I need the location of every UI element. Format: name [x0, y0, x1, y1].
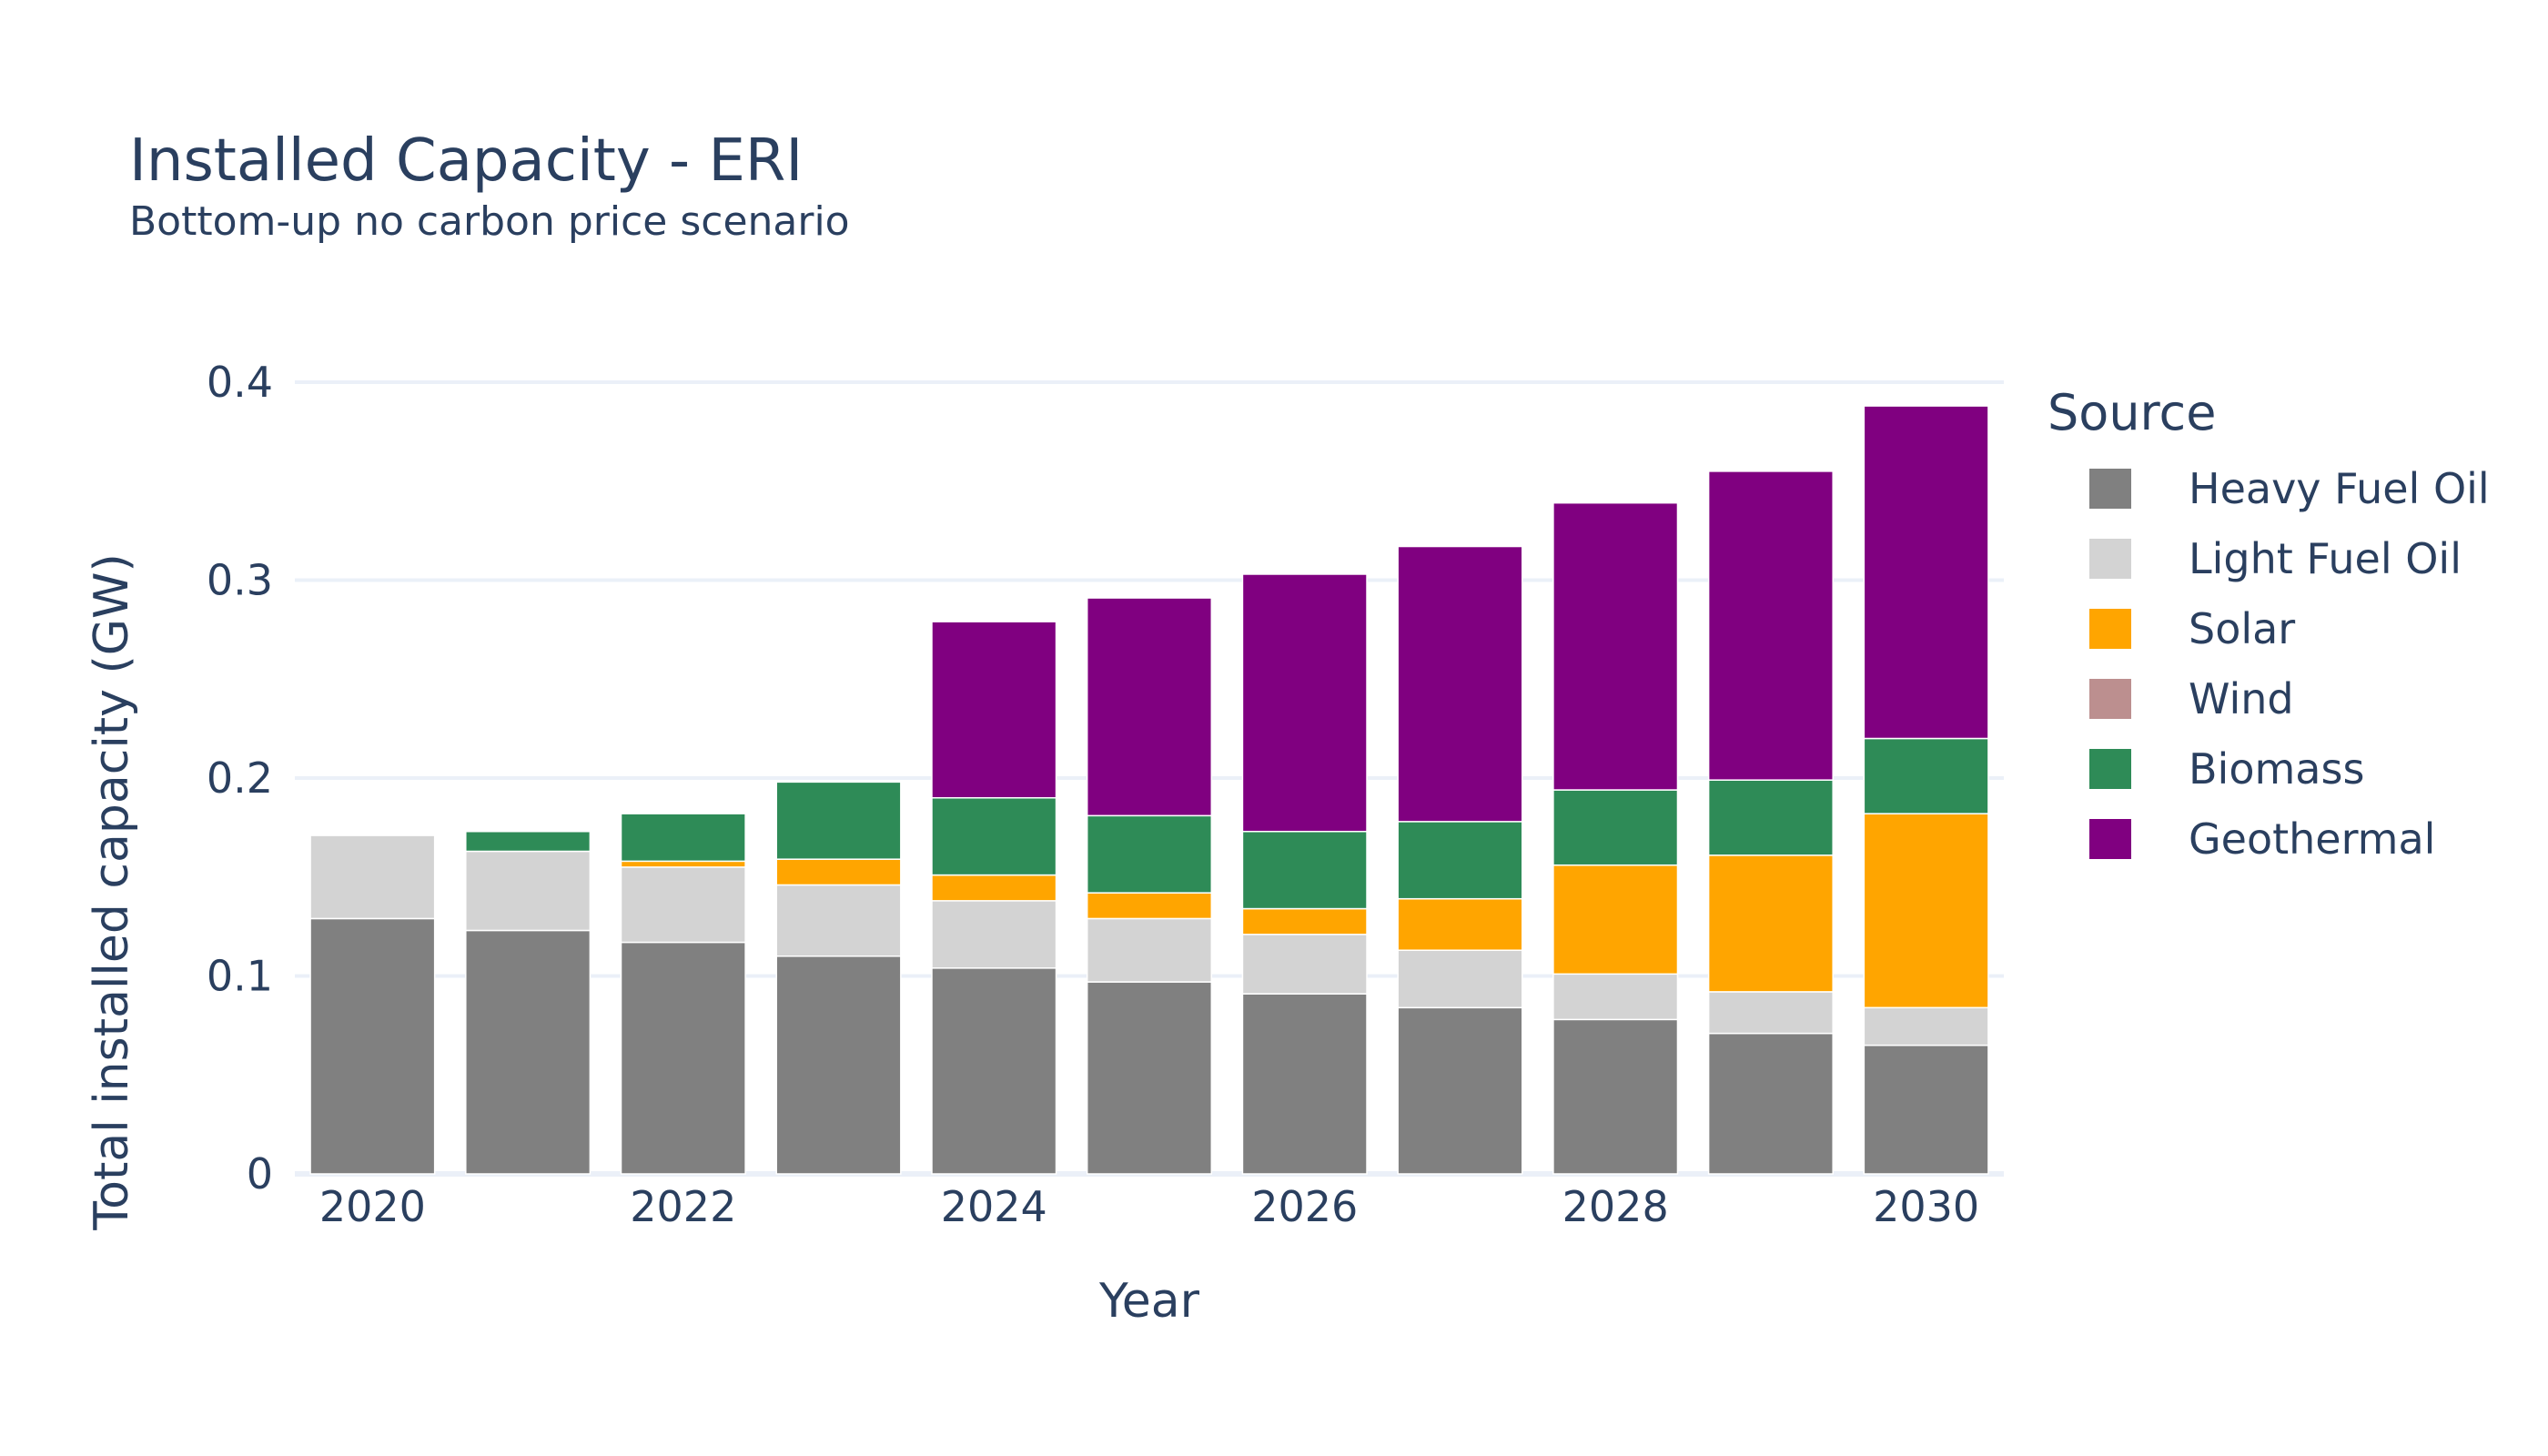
x-tick-label: 2022 [630, 1182, 736, 1231]
legend-label: Light Fuel Oil [2189, 534, 2462, 583]
legend-swatch [2089, 819, 2131, 859]
bars [309, 405, 1989, 1175]
bar-light-fuel-oil-2023 [775, 884, 902, 957]
bar-biomass-2024 [931, 797, 1057, 876]
bar-heavy-fuel-oil-2030 [1863, 1044, 1989, 1175]
legend: Source Heavy Fuel Oil Light Fuel Oil Solar… [2048, 384, 2490, 864]
bar-biomass-2023 [775, 781, 902, 860]
y-tick-label: 0.4 [207, 358, 273, 407]
bar-solar-2023 [775, 858, 902, 886]
bar-light-fuel-oil-2025 [1086, 917, 1213, 983]
bar-solar-2024 [931, 874, 1057, 902]
bar-geothermal-2028 [1552, 501, 1679, 791]
bar-geothermal-2030 [1863, 405, 1989, 740]
y-tick-label: 0.1 [207, 952, 273, 1001]
bar-heavy-fuel-oil-2025 [1086, 981, 1213, 1175]
legend-swatch [2089, 609, 2131, 649]
bar-biomass-2030 [1863, 737, 1989, 814]
x-tick-label: 2024 [941, 1182, 1047, 1231]
bar-geothermal-2024 [931, 621, 1057, 799]
bar-geothermal-2026 [1241, 573, 1368, 833]
legend-label: Wind [2189, 674, 2294, 723]
legend-items: Heavy Fuel Oil Light Fuel Oil Solar Wind Bio… [2089, 464, 2490, 864]
legend-label: Biomass [2189, 744, 2364, 794]
bar-light-fuel-oil-2029 [1707, 991, 1834, 1035]
bar-heavy-fuel-oil-2021 [465, 929, 592, 1175]
x-axis-label: Year [1098, 1274, 1200, 1329]
y-axis-label: Total installed capacity (GW) [85, 553, 139, 1231]
x-tick-label: 2026 [1251, 1182, 1358, 1231]
bar-light-fuel-oil-2021 [465, 850, 592, 932]
bar-biomass-2026 [1241, 830, 1368, 910]
legend-title: Source [2048, 384, 2216, 441]
legend-label: Heavy Fuel Oil [2189, 464, 2490, 513]
bar-heavy-fuel-oil-2024 [931, 967, 1057, 1175]
y-tick-labels: 0 0.1 0.2 0.3 0.4 [207, 358, 273, 1198]
bar-geothermal-2029 [1707, 470, 1834, 781]
bar-biomass-2029 [1707, 779, 1834, 856]
bar-solar-2025 [1086, 892, 1213, 920]
bar-biomass-2027 [1397, 821, 1523, 900]
bar-light-fuel-oil-2026 [1241, 934, 1368, 995]
x-tick-label: 2020 [319, 1182, 426, 1231]
bar-biomass-2021 [465, 830, 592, 853]
bar-heavy-fuel-oil-2023 [775, 956, 902, 1175]
bar-light-fuel-oil-2027 [1397, 949, 1523, 1009]
bar-heavy-fuel-oil-2027 [1397, 1006, 1523, 1175]
x-tick-label: 2028 [1562, 1182, 1669, 1231]
bar-heavy-fuel-oil-2022 [620, 941, 746, 1175]
chart-title: Installed Capacity - ERI [129, 127, 803, 195]
bar-light-fuel-oil-2020 [309, 834, 436, 920]
bar-solar-2027 [1397, 897, 1523, 951]
bar-biomass-2022 [620, 813, 746, 863]
legend-swatch [2089, 539, 2131, 579]
bar-geothermal-2027 [1397, 545, 1523, 823]
y-tick-label: 0 [247, 1149, 273, 1198]
x-tick-label: 2030 [1873, 1182, 1979, 1231]
bar-light-fuel-oil-2030 [1863, 1006, 1989, 1046]
bar-solar-2028 [1552, 864, 1679, 976]
bar-solar-2029 [1707, 854, 1834, 993]
legend-swatch [2089, 749, 2131, 789]
bar-light-fuel-oil-2024 [931, 900, 1057, 969]
bar-geothermal-2025 [1086, 597, 1213, 817]
legend-swatch [2089, 469, 2131, 509]
legend-label: Geothermal [2189, 814, 2435, 864]
bar-biomass-2025 [1086, 814, 1213, 894]
bar-heavy-fuel-oil-2020 [309, 917, 436, 1175]
chart-subtitle: Bottom-up no carbon price scenario [129, 198, 850, 245]
bar-solar-2026 [1241, 907, 1368, 935]
y-tick-label: 0.3 [207, 556, 273, 605]
bar-solar-2030 [1863, 813, 1989, 1009]
legend-label: Solar [2189, 604, 2295, 653]
x-tick-labels: 2020 2022 2024 2026 2028 2030 [319, 1182, 1979, 1231]
bar-heavy-fuel-oil-2026 [1241, 993, 1368, 1175]
bar-heavy-fuel-oil-2029 [1707, 1032, 1834, 1175]
y-tick-label: 0.2 [207, 753, 273, 803]
bar-heavy-fuel-oil-2028 [1552, 1018, 1679, 1175]
bar-biomass-2028 [1552, 789, 1679, 866]
legend-swatch [2089, 679, 2131, 719]
bar-solar-2022 [620, 860, 746, 868]
bar-light-fuel-oil-2022 [620, 866, 746, 944]
bar-light-fuel-oil-2028 [1552, 973, 1679, 1021]
